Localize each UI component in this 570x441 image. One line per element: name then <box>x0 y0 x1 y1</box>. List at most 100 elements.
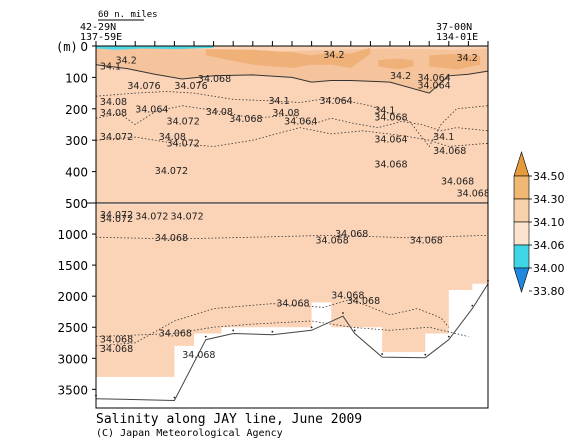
y-axis-unit: (m) <box>56 40 78 54</box>
upper-contour-label-23: 34.072 <box>167 138 200 149</box>
upper-contour-label-21: 34.064 <box>284 116 317 127</box>
plot-frame <box>86 19 489 409</box>
colorbar-top-arrow <box>513 150 530 177</box>
lower-contour-label-14: 34.068 <box>182 350 215 361</box>
sample-point-10 <box>447 335 450 338</box>
upper-contour-label-31: 34.068 <box>457 189 490 200</box>
y-tick-label-2500: 2500 <box>57 321 88 335</box>
y-tick-label-0: 0 <box>80 40 88 54</box>
upper-contour-label-9: 34.076 <box>174 81 207 92</box>
chart-credit: (C) Japan Meteorological Agency <box>96 428 283 439</box>
section-contours <box>95 64 489 402</box>
lower-contour-label-13: 34.068 <box>100 344 133 355</box>
y-tick-label-500: 500 <box>65 197 88 211</box>
upper-contour-label-11: 34.1 <box>268 96 289 107</box>
right-station-lat: 37-00N <box>436 22 472 33</box>
sample-point-11 <box>471 304 474 307</box>
lower-contour-label-4: 34.068 <box>155 233 188 244</box>
sample-point-8 <box>381 353 384 355</box>
no-data-region-1 <box>96 283 488 408</box>
upper-contour-label-19: 34.072 <box>167 116 200 127</box>
upper-contour-label-29: 34.068 <box>374 160 407 171</box>
lower-contour-label-1: 34.072 <box>100 214 133 225</box>
sample-point-1 <box>173 396 176 399</box>
upper-contour-label-6: 34.064 <box>417 80 450 91</box>
upper-contour-label-28: 34.072 <box>155 166 188 177</box>
lower-contour-label-0: 34.072 <box>100 210 133 221</box>
colorbar-band-1 <box>513 175 530 200</box>
upper-contour-0 <box>96 64 488 94</box>
y-tick-label-300: 300 <box>65 134 88 148</box>
lower-contour-label-8: 34.068 <box>331 291 364 302</box>
upper-contour-label-26: 34.1 <box>433 132 454 143</box>
upper-contour-label-1: 34.2 <box>457 53 478 64</box>
colorbar-band-2 <box>513 198 530 223</box>
lower-contour-2 <box>96 320 469 337</box>
sample-point-4 <box>271 330 274 333</box>
upper-contour-label-18: 34.068 <box>374 113 407 124</box>
upper-contour-label-22: 34.072 <box>100 132 133 143</box>
upper-contour-label-15: 34.08 <box>206 107 233 118</box>
y-tick-label-2000: 2000 <box>57 290 88 304</box>
upper-contour-label-4: 34.1 <box>100 61 121 72</box>
upper-contour-label-27: 34.068 <box>433 146 466 157</box>
upper-contour-label-24: 34.08 <box>159 132 186 143</box>
upper-contour-label-0: 34.2 <box>323 50 344 61</box>
upper-contour-label-25: 34.064 <box>374 135 407 146</box>
left-station-lat: 42-29N <box>80 22 116 33</box>
upper-contour-label-14: 34.064 <box>135 105 168 116</box>
right-station-lon: 134-01E <box>436 32 478 43</box>
upper-contour-label-17: 34.1 <box>374 105 395 116</box>
colorbar-legend: 34.50 34.30 34.10 34.06 34.00 33.80 <box>513 150 565 298</box>
colorbar-level-1: 34.30 <box>533 193 565 206</box>
sample-point-5 <box>310 326 313 329</box>
upper-contour-label-13: 34.08 <box>100 108 127 119</box>
upper-contour-2 <box>96 91 488 148</box>
salinity-band-3 <box>429 53 481 70</box>
upper-contour-label-3: 34.2 <box>116 55 137 66</box>
colorbar-level-4: 34.00 <box>533 262 565 275</box>
upper-contour-label-7: 34.068 <box>198 74 231 85</box>
sea-floor-line <box>95 283 489 402</box>
lower-contour-label-7: 34.068 <box>410 235 443 246</box>
upper-contour-3 <box>96 127 488 147</box>
section-fill <box>96 46 488 408</box>
y-tick-label-200: 200 <box>65 103 88 117</box>
colorbar-bottom-arrow <box>513 267 530 294</box>
lower-contour-label-5: 34.068 <box>316 235 349 246</box>
colorbar-level-2: 34.10 <box>533 216 565 229</box>
y-tick-label-1000: 1000 <box>57 228 88 242</box>
upper-contour-label-5: 34.064 <box>417 73 450 84</box>
upper-contour-label-16: 34.08 <box>272 108 299 119</box>
upper-contour-label-20: 34.068 <box>229 114 262 125</box>
sample-point-7 <box>353 329 356 332</box>
lower-contour-label-10: 34.068 <box>276 299 309 310</box>
scale-label: 60 n. miles <box>98 10 158 20</box>
colorbar-band-3 <box>513 221 530 246</box>
lower-contour-label-9: 34.068 <box>347 296 380 307</box>
station-annotations: 60 n. miles 42-29N 137-59E 37-00N 134-01… <box>56 10 478 54</box>
y-axis: 0 100 200 300 400 500 1000 1500 2000 2500 3000 3500 <box>57 40 96 397</box>
sample-point-9 <box>424 353 427 356</box>
lower-contour-label-2: 34.072 <box>135 212 168 223</box>
contour-labels: 34.2 34.234.234.234.134.06434.06434.06834… <box>100 50 490 361</box>
salinity-band-1 <box>205 47 371 68</box>
colorbar-level-5: 33.80 <box>533 285 565 298</box>
lower-contour-label-6: 34.068 <box>335 229 368 240</box>
chart-title: Salinity along JAY line, June 2009 <box>96 412 363 427</box>
lower-contour-label-3: 34.072 <box>170 212 203 223</box>
lower-contour-1 <box>96 298 450 347</box>
salinity-band-4 <box>96 46 214 50</box>
colorbar-band-4 <box>513 244 530 269</box>
lower-contour-0 <box>96 234 488 240</box>
sample-point-6 <box>342 312 344 314</box>
upper-contour-label-30: 34.068 <box>441 177 474 188</box>
y-tick-label-1500: 1500 <box>57 259 88 273</box>
lower-contour-label-11: 34.068 <box>159 328 192 339</box>
colorbar-level-0: 34.50 <box>533 170 565 183</box>
upper-contour-label-2: 34.2 <box>390 71 411 82</box>
upper-contour-1 <box>96 105 488 132</box>
sample-point-3 <box>232 329 235 332</box>
sample-point-2 <box>204 335 207 338</box>
